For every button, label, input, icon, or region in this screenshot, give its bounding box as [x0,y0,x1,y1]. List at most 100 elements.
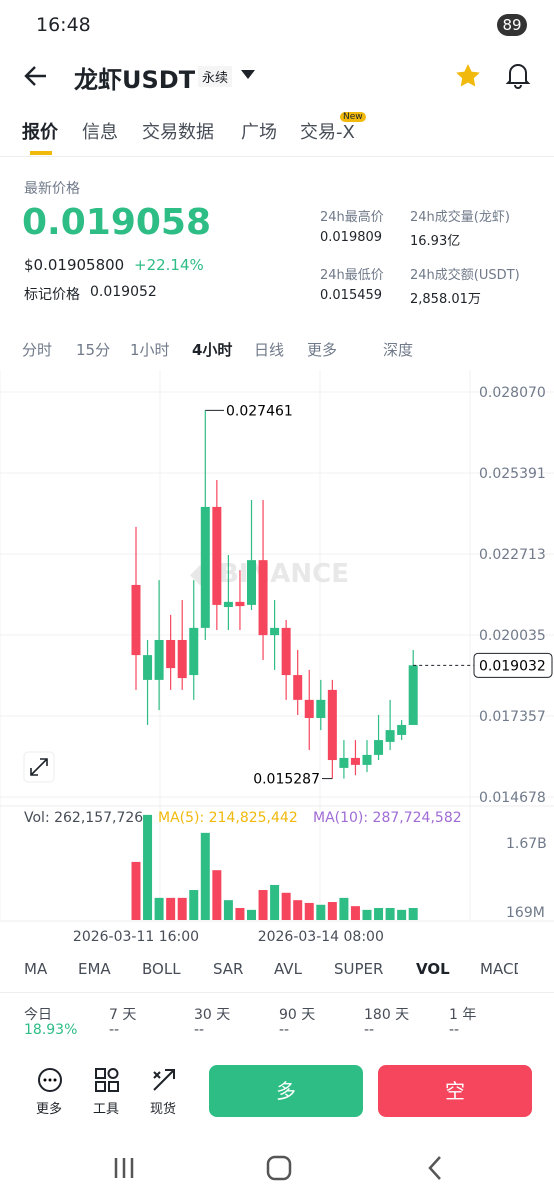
action[interactable]: 现货 [150,1102,177,1117]
pair-title: 龙虾USDT [74,66,196,94]
volume-bar [131,861,141,920]
back-icon[interactable] [22,62,50,90]
indicator[interactable]: BOLL [142,960,181,978]
action-icon[interactable] [150,1066,178,1098]
status-time: 16:48 [36,14,91,36]
interval[interactable]: 日线 [254,341,285,359]
indicator[interactable]: AVL [274,960,302,978]
y-tick-label: 0.017357 [479,709,546,725]
tab[interactable]: 报价 [22,122,58,143]
volume-bar [177,897,187,920]
battery: 89 [497,14,527,36]
period: 今日 [24,1007,52,1023]
y-tick-label: 0.022713 [479,547,546,563]
candle-body [200,506,210,628]
volume-bar [189,890,199,920]
candle-body [189,627,199,676]
action[interactable]: 更多 [36,1102,63,1117]
volume-bar [385,908,395,920]
nav-bar [114,1155,441,1181]
stat-value: 16.93亿 [410,234,461,249]
last-price-box [473,652,553,678]
period-value: -- [279,1022,290,1038]
period: 180 天 [364,1007,410,1023]
divider [0,156,554,157]
volume-bar [212,870,222,920]
stat-label: 24h成交量(龙虾) [410,210,510,225]
price-change: +22.14% [134,256,204,274]
indicator[interactable]: MA [24,960,48,978]
candle-body [385,730,395,742]
vol-title: Vol: 262,157,726 [24,810,143,826]
y-tick-label: 0.025391 [479,466,546,482]
vol-ma5: MA(5): 214,825,442 [158,810,298,826]
candle-body [166,639,176,669]
volume-bar [350,906,360,920]
interval[interactable]: 更多 [307,341,338,359]
tab[interactable]: 广场 [241,122,277,143]
short-button[interactable]: 空 [378,1065,532,1117]
volume-bar [258,890,268,920]
indicator[interactable]: VOL [416,960,450,978]
candle-body [293,675,303,700]
indicator[interactable]: MACD [480,960,518,978]
interval[interactable]: 深度 [383,341,414,359]
interval[interactable]: 4小时 [192,341,233,359]
volume-bar [316,904,326,920]
star-icon[interactable] [454,62,482,90]
period: 1 年 [449,1007,477,1023]
volume-bar [339,897,349,920]
candle-body [316,699,326,719]
indicator[interactable]: SAR [213,960,244,978]
new-badge: New [340,112,366,122]
y-tick-label: 0.014678 [479,790,546,806]
volume-bar [374,908,384,920]
stat-value: 0.019809 [320,230,383,245]
volume-bar [247,909,256,920]
candle-body [327,689,337,761]
volume-bar [408,908,418,920]
stat-label: 24h成交额(USDT) [410,268,520,283]
mark-price-label: 标记价格 [24,287,80,303]
tab-indicator [30,151,52,155]
period-value: -- [364,1022,375,1038]
volume-bar [304,902,314,920]
expand-icon [30,758,48,776]
volume-bar [270,884,280,920]
vol-tick-label: 169M [506,905,545,921]
interval[interactable]: 分时 [22,341,53,359]
last-price-label: 0.019032 [479,658,546,674]
period-value: -- [449,1022,460,1038]
usd-price: $0.01905800 [24,256,125,274]
vol-tick-label: 1.67B [506,836,547,852]
candle-body [247,560,256,605]
indicator[interactable]: EMA [78,960,111,978]
action-icon[interactable] [93,1066,121,1098]
bell-icon[interactable] [504,60,532,90]
tab[interactable]: 信息 [82,122,118,143]
y-tick-label: 0.020035 [479,628,546,644]
candle-body [408,665,418,725]
action[interactable]: 工具 [93,1102,120,1117]
period: 7 天 [109,1007,137,1023]
contract-tag: 永续 [198,66,233,87]
tab[interactable]: 交易数据 [142,122,214,143]
stat-label: 24h最高价 [320,210,384,225]
interval[interactable]: 1小时 [130,341,170,359]
candle-body [223,601,233,608]
indicator[interactable]: SUPER [334,960,384,978]
mark-price: 0.019052 [90,284,157,300]
interval[interactable]: 15分 [76,341,111,359]
volume-bar [200,832,210,920]
candle-body [281,627,291,676]
stat-label: 24h最低价 [320,268,384,283]
low-label: 0.015287 [253,772,320,788]
candle-body [212,506,222,605]
volume-bar [362,909,372,920]
action-icon[interactable] [36,1066,64,1098]
long-button[interactable]: 多 [209,1065,363,1117]
dropdown[interactable] [240,68,256,80]
tab[interactable]: 交易-X [300,122,355,143]
high-label: 0.027461 [226,403,293,419]
candle-body [362,754,372,765]
